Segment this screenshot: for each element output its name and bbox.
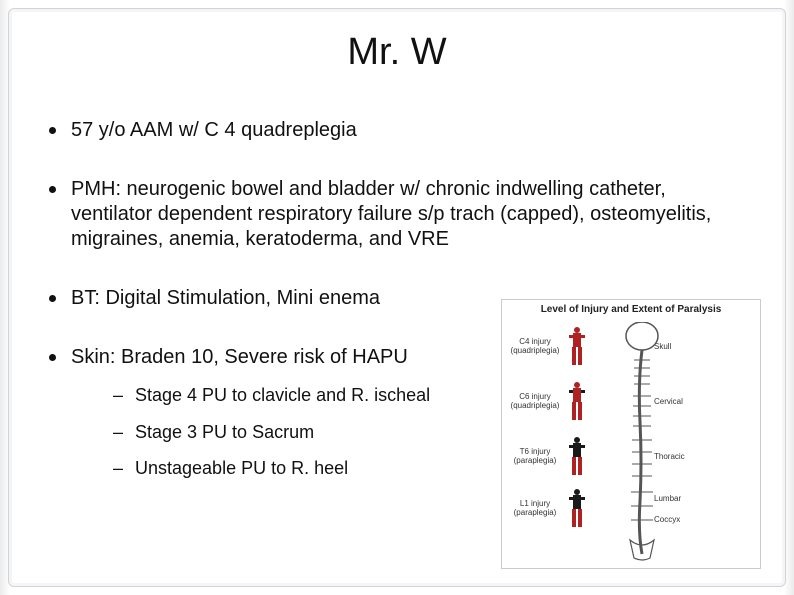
body-figure-icon [564,382,590,422]
bullet-item: PMH: neurogenic bowel and bladder w/ chr… [43,177,751,252]
spine-icon [620,322,664,562]
diagram-title: Level of Injury and Extent of Paralysis [502,300,760,319]
injury-label: L1 injury (paraplegia) [506,500,564,518]
slide-frame: Mr. W 57 y/o AAM w/ C 4 quadreplegia PMH… [8,8,786,587]
injury-label: T6 injury (paraplegia) [506,448,564,466]
body-figure-icon [564,437,590,477]
bullet-text: Skin: Braden 10, Severe risk of HAPU [71,346,408,368]
body-figure-icon [564,489,590,529]
bullet-item: 57 y/o AAM w/ C 4 quadreplegia [43,118,751,143]
injury-label: C4 injury (quadriplegia) [506,338,564,356]
body-figure-icon [564,327,590,367]
injury-label: C6 injury (quadriplegia) [506,393,564,411]
injury-diagram: Level of Injury and Extent of Paralysis … [501,299,761,569]
slide-title: Mr. W [9,31,785,74]
